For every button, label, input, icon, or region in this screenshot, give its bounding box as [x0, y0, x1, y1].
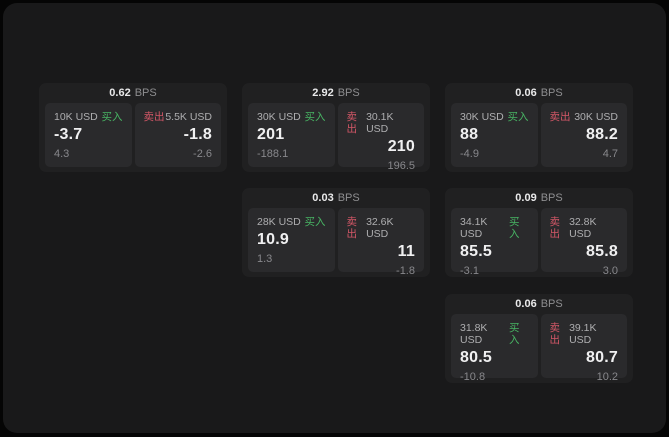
bps-unit-label: BPS	[540, 298, 563, 310]
bps-value: 0.09	[515, 192, 537, 204]
buy-panel[interactable]: 10K USD 买入 -3.7 4.3	[45, 103, 132, 167]
sell-sub-value: 196.5	[387, 160, 415, 172]
sell-amount: 5.5K USD	[165, 111, 212, 123]
quote-card: 0.06 BPS 31.8K USD 买入 80.5 -10.8 卖出 39.1…	[445, 294, 633, 383]
buy-value: 201	[257, 126, 285, 143]
sell-value: 210	[387, 138, 415, 155]
sell-amount: 39.1K USD	[569, 322, 597, 346]
sell-value: 11	[397, 243, 415, 260]
buy-sub-value: 1.3	[257, 253, 273, 265]
sell-sub-value: 4.7	[602, 148, 618, 160]
buy-sub-value: -188.1	[257, 148, 289, 160]
sell-panel[interactable]: 卖出 32.8K USD 85.8 3.0	[540, 208, 627, 277]
buy-sub-value: -10.8	[460, 371, 486, 383]
quote-card: 0.03 BPS 28K USD 买入 10.9 1.3 卖出 32.6K US…	[242, 188, 430, 277]
bps-unit-label: BPS	[540, 87, 563, 99]
buy-amount: 30K USD	[257, 111, 301, 123]
buy-panel[interactable]: 28K USD 买入 10.9 1.3	[248, 208, 335, 272]
buy-side-label: 买入	[508, 322, 520, 346]
bps-value: 0.62	[109, 87, 131, 99]
buy-value: 85.5	[460, 243, 492, 260]
buy-side-label: 买入	[508, 216, 520, 240]
sell-amount: 32.6K USD	[366, 216, 394, 240]
bps-unit-label: BPS	[134, 87, 157, 99]
sell-side-label: 卖出	[346, 216, 358, 240]
bps-value: 0.06	[515, 298, 537, 310]
buy-panel[interactable]: 34.1K USD 买入 85.5 -3.1	[451, 208, 538, 277]
sell-side-label: 卖出	[549, 216, 561, 240]
buy-amount: 31.8K USD	[460, 322, 488, 346]
buy-amount: 10K USD	[54, 111, 98, 123]
buy-value: -3.7	[54, 126, 83, 143]
sell-side-label: 卖出	[143, 111, 165, 123]
bps-header: 0.09 BPS	[451, 188, 627, 208]
buy-side-label: 买入	[304, 216, 326, 228]
sell-value: 85.8	[586, 243, 618, 260]
sell-amount: 32.8K USD	[569, 216, 597, 240]
sell-side-label: 卖出	[549, 111, 571, 123]
sell-value: 88.2	[586, 126, 618, 143]
buy-value: 10.9	[257, 231, 289, 248]
buy-side-label: 买入	[304, 111, 326, 123]
buy-sub-value: -4.9	[460, 148, 479, 160]
sell-panel[interactable]: 卖出 32.6K USD 11 -1.8	[337, 208, 424, 277]
buy-side-label: 买入	[101, 111, 123, 123]
app-window: 0.62 BPS 10K USD 买入 -3.7 4.3 卖出 5.5K USD…	[3, 3, 666, 433]
sell-sub-value: 3.0	[602, 265, 618, 277]
sell-sub-value: -2.6	[193, 148, 212, 160]
buy-panel[interactable]: 30K USD 买入 201 -188.1	[248, 103, 335, 167]
sell-sub-value: 10.2	[596, 371, 618, 383]
bps-header: 0.62 BPS	[45, 83, 221, 103]
buy-side-label: 买入	[507, 111, 529, 123]
bps-unit-label: BPS	[337, 87, 360, 99]
sell-panel[interactable]: 卖出 30K USD 88.2 4.7	[540, 103, 627, 167]
buy-amount: 34.1K USD	[460, 216, 488, 240]
bps-unit-label: BPS	[337, 192, 360, 204]
sell-panel[interactable]: 卖出 30.1K USD 210 196.5	[337, 103, 424, 172]
bps-value: 0.06	[515, 87, 537, 99]
quote-card: 0.09 BPS 34.1K USD 买入 85.5 -3.1 卖出 32.8K…	[445, 188, 633, 277]
bps-header: 0.06 BPS	[451, 83, 627, 103]
sell-amount: 30K USD	[574, 111, 618, 123]
sell-panel[interactable]: 卖出 5.5K USD -1.8 -2.6	[134, 103, 221, 167]
quote-card: 0.62 BPS 10K USD 买入 -3.7 4.3 卖出 5.5K USD…	[39, 83, 227, 172]
bps-value: 0.03	[312, 192, 334, 204]
bps-unit-label: BPS	[540, 192, 563, 204]
bps-value: 2.92	[312, 87, 334, 99]
sell-panel[interactable]: 卖出 39.1K USD 80.7 10.2	[540, 314, 627, 383]
buy-sub-value: 4.3	[54, 148, 70, 160]
quote-card: 0.06 BPS 30K USD 买入 88 -4.9 卖出 30K USD 8…	[445, 83, 633, 172]
buy-value: 80.5	[460, 349, 492, 366]
sell-side-label: 卖出	[549, 322, 561, 346]
sell-sub-value: -1.8	[396, 265, 415, 277]
buy-value: 88	[460, 126, 479, 143]
sell-value: -1.8	[183, 126, 212, 143]
buy-panel[interactable]: 30K USD 买入 88 -4.9	[451, 103, 538, 167]
bps-header: 0.03 BPS	[248, 188, 424, 208]
sell-value: 80.7	[586, 349, 618, 366]
sell-side-label: 卖出	[346, 111, 358, 135]
bps-header: 0.06 BPS	[451, 294, 627, 314]
buy-sub-value: -3.1	[460, 265, 479, 277]
sell-amount: 30.1K USD	[366, 111, 394, 135]
buy-amount: 28K USD	[257, 216, 301, 228]
bps-header: 2.92 BPS	[248, 83, 424, 103]
buy-amount: 30K USD	[460, 111, 504, 123]
quote-card: 2.92 BPS 30K USD 买入 201 -188.1 卖出 30.1K …	[242, 83, 430, 172]
buy-panel[interactable]: 31.8K USD 买入 80.5 -10.8	[451, 314, 538, 383]
